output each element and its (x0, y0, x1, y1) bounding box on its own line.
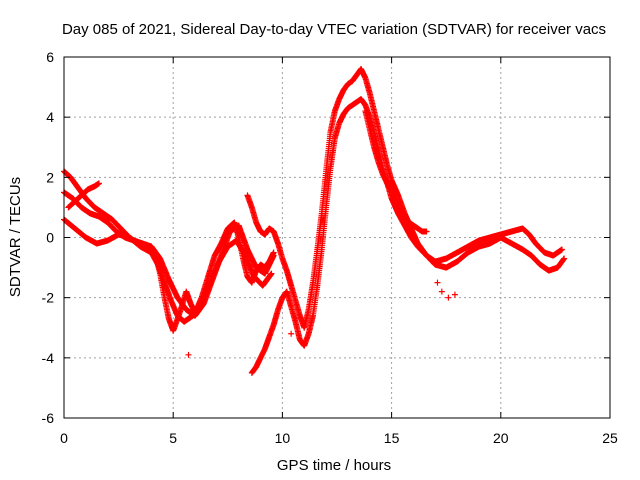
x-tick-label: 5 (169, 430, 177, 446)
axis-ticks (63, 56, 611, 419)
data-point (558, 246, 565, 253)
data-point (423, 228, 430, 235)
x-tick-label: 25 (602, 430, 618, 446)
x-tick-labels: 0 5 10 15 20 25 (60, 430, 618, 446)
y-tick-label: -6 (42, 410, 55, 426)
x-tick-label: 20 (493, 430, 509, 446)
data-point (438, 288, 445, 295)
data-point (445, 294, 452, 301)
grid (64, 57, 610, 418)
data-point (268, 270, 275, 277)
y-tick-label: 6 (46, 49, 54, 65)
data-point (292, 315, 299, 322)
x-tick-label: 15 (384, 430, 400, 446)
data-point (561, 255, 568, 262)
chart-title: Day 085 of 2021, Sidereal Day-to-day VTE… (62, 21, 606, 38)
data-point (95, 180, 102, 187)
x-tick-label: 0 (60, 430, 68, 446)
x-axis-label: GPS time / hours (277, 457, 391, 474)
y-axis-label: SDTVAR / TECUs (7, 177, 24, 297)
data-point (270, 252, 277, 259)
data-point (288, 330, 295, 337)
y-tick-label: 2 (46, 169, 54, 185)
y-tick-labels: -6 -4 -2 0 2 4 6 (42, 49, 55, 426)
y-tick-label: 4 (46, 109, 54, 125)
data-points (61, 66, 568, 376)
data-point (185, 351, 192, 358)
y-tick-label: -2 (42, 290, 55, 306)
y-tick-label: -4 (42, 350, 55, 366)
data-point (451, 291, 458, 298)
y-tick-label: 0 (46, 230, 54, 246)
x-tick-label: 10 (275, 430, 291, 446)
data-point (434, 279, 441, 286)
